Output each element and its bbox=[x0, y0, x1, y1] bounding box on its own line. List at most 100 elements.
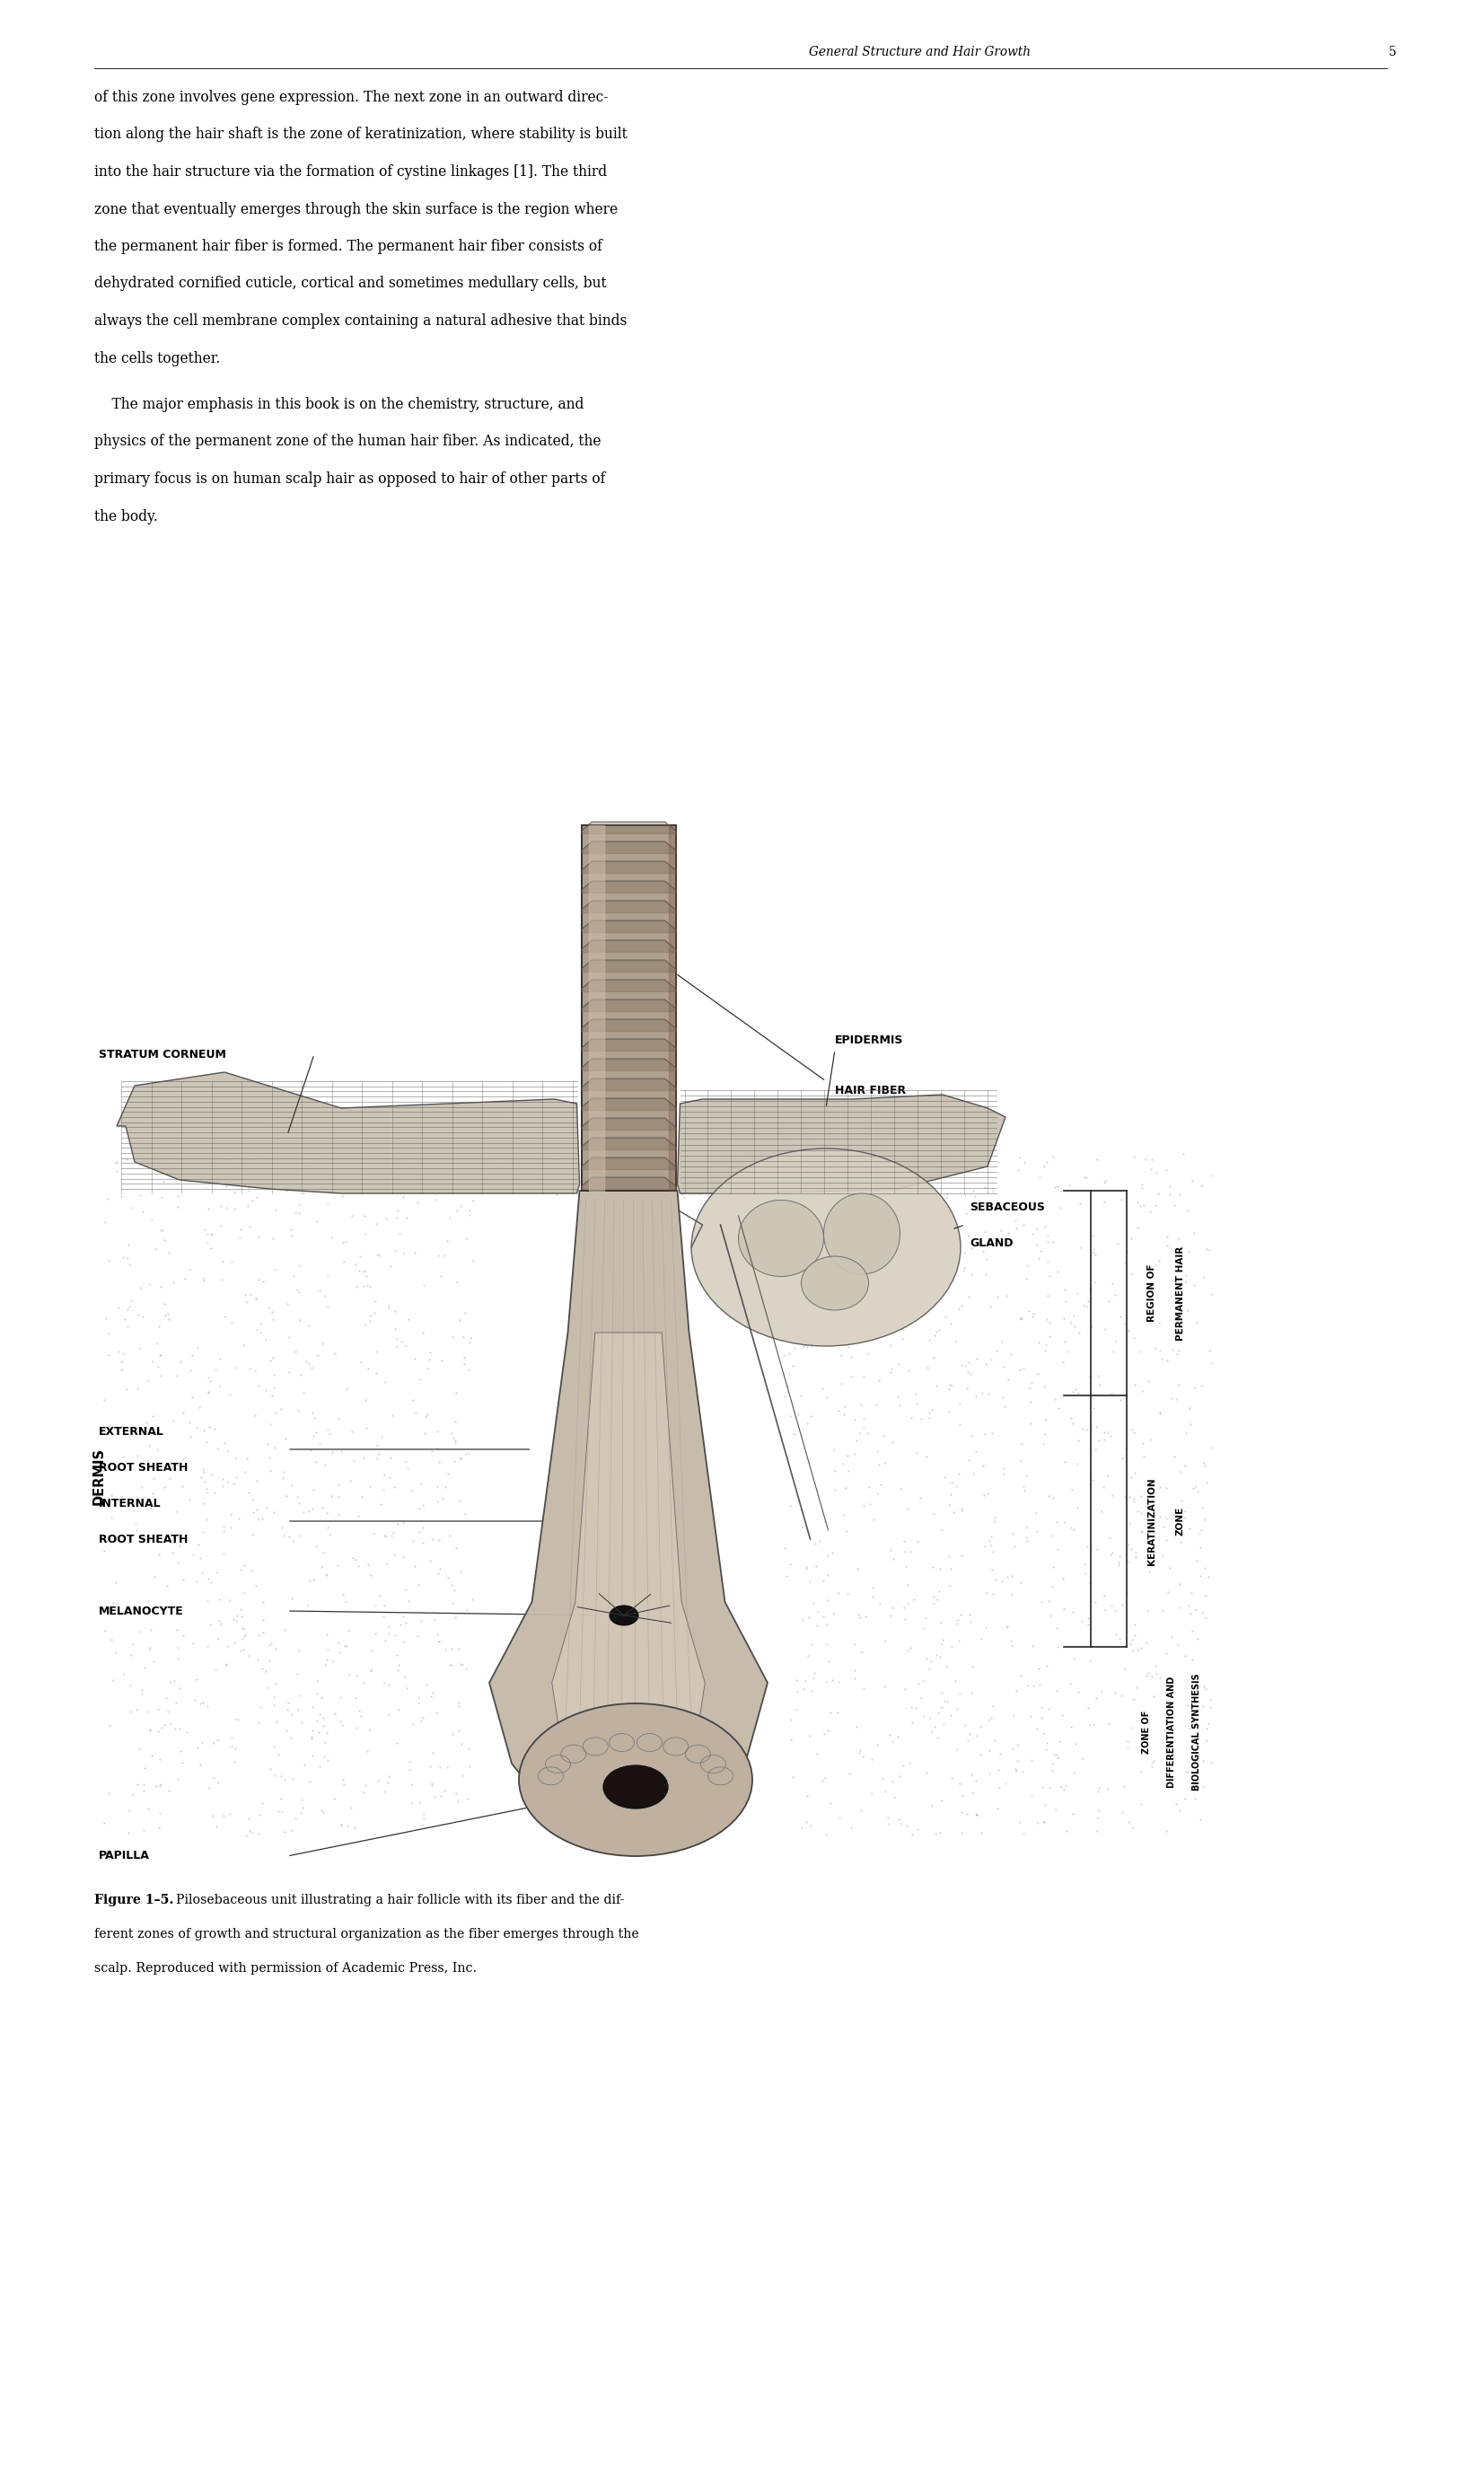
Point bbox=[457, 1434, 481, 1474]
Point bbox=[285, 1271, 309, 1311]
Point bbox=[226, 1595, 249, 1635]
Point bbox=[273, 1610, 297, 1649]
Point bbox=[447, 1711, 470, 1751]
Point bbox=[248, 1303, 272, 1343]
Point bbox=[1000, 1625, 1024, 1664]
Point bbox=[165, 1513, 188, 1553]
Point bbox=[261, 1219, 285, 1259]
Point bbox=[331, 1761, 355, 1800]
Point bbox=[1162, 1185, 1186, 1224]
Point bbox=[318, 1415, 341, 1454]
Point bbox=[439, 1630, 463, 1669]
Point bbox=[929, 1781, 953, 1820]
Point bbox=[236, 1185, 260, 1224]
Point bbox=[292, 1175, 316, 1214]
Point bbox=[197, 1605, 221, 1645]
Point bbox=[794, 1662, 818, 1701]
Point bbox=[286, 1274, 310, 1313]
Point bbox=[1064, 1370, 1088, 1410]
Point bbox=[1144, 1152, 1168, 1192]
Point bbox=[985, 1330, 1009, 1370]
Point bbox=[371, 1471, 395, 1511]
Point bbox=[813, 1815, 837, 1855]
Point bbox=[1149, 1466, 1172, 1506]
Point bbox=[1086, 1798, 1110, 1837]
Point bbox=[840, 1808, 864, 1847]
Point bbox=[772, 1335, 795, 1375]
Point bbox=[801, 1583, 825, 1622]
Point bbox=[304, 1526, 328, 1565]
Point bbox=[298, 1560, 322, 1600]
Point bbox=[117, 1813, 141, 1852]
Point bbox=[1021, 1296, 1045, 1335]
Point bbox=[316, 1185, 340, 1224]
Point bbox=[166, 1627, 190, 1667]
Point bbox=[1054, 1766, 1077, 1805]
Point bbox=[905, 1810, 929, 1850]
Point bbox=[223, 1439, 246, 1479]
Point bbox=[396, 1580, 420, 1620]
Point bbox=[979, 1696, 1003, 1736]
Point bbox=[843, 1400, 867, 1439]
Point bbox=[276, 1689, 300, 1729]
Point bbox=[914, 1598, 938, 1637]
Point bbox=[843, 1434, 867, 1474]
Point bbox=[840, 1338, 864, 1377]
Point bbox=[1193, 1447, 1217, 1486]
Point bbox=[951, 1251, 975, 1291]
Point bbox=[285, 1654, 309, 1694]
Point bbox=[1175, 1751, 1199, 1790]
Point bbox=[233, 1610, 257, 1649]
Point bbox=[246, 1261, 270, 1301]
Point bbox=[236, 1798, 260, 1837]
Point bbox=[1144, 1246, 1168, 1286]
Point bbox=[378, 1246, 402, 1286]
Point bbox=[252, 1583, 276, 1622]
Point bbox=[815, 1662, 838, 1701]
Text: dehydrated cornified cuticle, cortical and sometimes medullary cells, but: dehydrated cornified cuticle, cortical a… bbox=[95, 277, 607, 292]
Point bbox=[1008, 1803, 1031, 1842]
Point bbox=[142, 1558, 166, 1598]
Point bbox=[433, 1466, 457, 1506]
Point bbox=[191, 1410, 215, 1449]
Ellipse shape bbox=[604, 1766, 668, 1808]
Point bbox=[233, 1276, 257, 1316]
Point bbox=[1196, 1558, 1220, 1598]
Point bbox=[227, 1699, 251, 1739]
Point bbox=[318, 1513, 341, 1553]
Point bbox=[976, 1699, 1000, 1739]
Point bbox=[163, 1709, 187, 1748]
Point bbox=[186, 1328, 209, 1368]
Point bbox=[454, 1494, 478, 1533]
Point bbox=[1008, 1138, 1031, 1177]
Point bbox=[957, 1217, 981, 1256]
Point bbox=[438, 1516, 462, 1556]
Point bbox=[1037, 1316, 1061, 1355]
Point bbox=[457, 1729, 481, 1768]
Point bbox=[315, 1494, 338, 1533]
Point bbox=[1192, 1766, 1215, 1805]
Point bbox=[950, 1345, 974, 1385]
Point bbox=[196, 1190, 220, 1229]
Point bbox=[132, 1763, 156, 1803]
Point bbox=[800, 1625, 824, 1664]
Point bbox=[283, 1798, 307, 1837]
Point bbox=[1018, 1382, 1042, 1422]
Point bbox=[868, 1143, 892, 1182]
Point bbox=[1137, 1553, 1160, 1593]
Point bbox=[928, 1637, 951, 1677]
Point bbox=[792, 1326, 816, 1365]
Point bbox=[965, 1432, 988, 1471]
Point bbox=[191, 1261, 215, 1301]
Point bbox=[411, 1696, 435, 1736]
Point bbox=[199, 1229, 223, 1269]
Point bbox=[457, 1194, 481, 1234]
Point bbox=[301, 1489, 325, 1528]
Point bbox=[407, 1682, 430, 1721]
Point bbox=[447, 1783, 470, 1823]
Point bbox=[1033, 1786, 1057, 1825]
Point bbox=[186, 1659, 209, 1699]
Point bbox=[787, 1167, 810, 1207]
Point bbox=[401, 1521, 424, 1560]
Point bbox=[381, 1513, 405, 1553]
